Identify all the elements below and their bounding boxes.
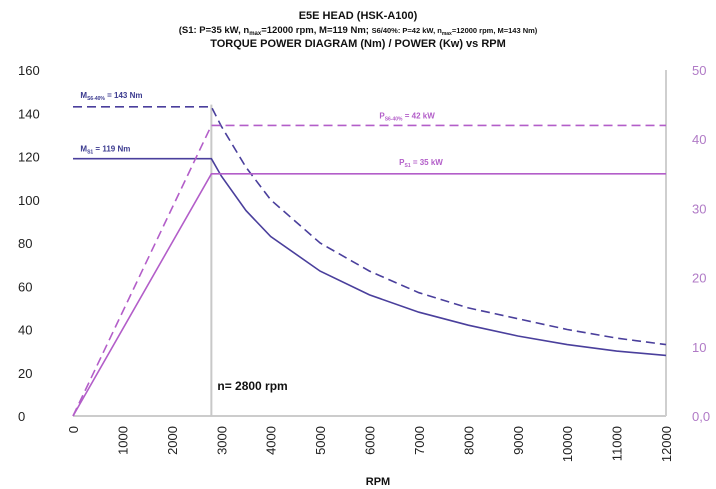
annotation-p-s1-sub: S1 [404, 163, 410, 169]
annotation-m-s6-rest: = 143 Nm [105, 91, 143, 100]
y-tick-label: 120 [18, 150, 40, 165]
chart-subtitle: (S1: P=35 kW, nmax=12000 rpm, M=119 Nm; … [179, 25, 538, 37]
x-tick-label: 8000 [461, 426, 476, 455]
y-tick-label: 0 [18, 409, 25, 424]
annotation-m-s6-sub: S6-40% [87, 96, 105, 102]
annotation-m-s6-main: M [80, 91, 87, 100]
y-tick-label: 100 [18, 193, 40, 208]
y-tick-label: 140 [18, 106, 40, 121]
annotation-p-s1-main: P [399, 158, 405, 167]
y2-tick-label: 0,0 [692, 409, 710, 424]
base-speed-label: n= 2800 rpm [217, 379, 287, 393]
subtitle-s6-a: S6/40%: P=42 kW, n [372, 26, 443, 35]
annotation-m-s1: MS1 = 119 Nm [80, 145, 130, 156]
x-tick-label: 10000 [560, 426, 575, 462]
x-tick-label: 12000 [659, 426, 674, 462]
annotation-p-s6-sub: S6-40% [385, 116, 403, 122]
subtitle-s6-b: =12000 rpm, M=143 Nm) [452, 26, 538, 35]
y-tick-labels: 0 20 40 60 80 100 120 140 160 [18, 63, 40, 424]
y-tick-label: 40 [18, 323, 32, 338]
x-tick-label: 4000 [264, 426, 279, 455]
annotation-p-s6: PS6-40% = 42 kW [379, 111, 435, 122]
annotation-m-s1-sub: S1 [87, 150, 93, 156]
y-tick-label: 20 [18, 366, 32, 381]
y-tick-label: 160 [18, 63, 40, 78]
x-axis-label: RPM [366, 476, 390, 488]
subtitle-s6-sub: max [442, 31, 452, 37]
annotation-p-s6-rest: = 42 kW [403, 111, 436, 120]
annotation-m-s1-rest: = 119 Nm [93, 145, 130, 154]
y2-tick-label: 40 [692, 132, 706, 147]
subtitle-max-sub: max [249, 31, 262, 37]
series-power-s1 [72, 173, 666, 417]
x-tick-label: 0 [66, 426, 81, 433]
series-torque-s1 [73, 157, 667, 357]
x-tick-label: 7000 [412, 426, 427, 455]
y2-tick-label: 20 [692, 271, 706, 286]
x-tick-labels: 0 1000 2000 3000 4000 5000 6000 7000 8000 9000 100… [66, 426, 674, 462]
y-tick-label: 80 [18, 236, 32, 251]
x-tick-label: 5000 [313, 426, 328, 455]
subtitle-mid: =12000 rpm, M=119 Nm; [261, 25, 371, 36]
chart-title-line3: TORQUE POWER DIAGRAM (Nm) / POWER (Kw) v… [210, 38, 506, 50]
subtitle-prefix: (S1: P=35 kW, n [179, 25, 250, 36]
annotation-p-s6-main: P [379, 111, 385, 120]
x-tick-label: 6000 [363, 426, 378, 455]
y2-tick-label: 30 [692, 201, 706, 216]
annotation-p-s1: PS1 = 35 kW [399, 158, 443, 169]
y2-tick-labels: 0,0 10 20 30 40 50 [692, 63, 710, 424]
series-power-s6 [72, 124, 666, 417]
y2-tick-label: 10 [692, 340, 706, 355]
annotation-m-s1-main: M [80, 145, 87, 154]
x-tick-label: 2000 [165, 426, 180, 455]
annotation-m-s6: MS6-40% = 143 Nm [80, 91, 142, 102]
x-tick-label: 3000 [214, 426, 229, 455]
y2-tick-label: 50 [692, 63, 706, 78]
series-torque-s6 [73, 106, 667, 346]
x-tick-label: 11000 [610, 426, 625, 461]
annotation-p-s1-rest: = 35 kW [411, 158, 444, 167]
series-layer [72, 106, 667, 417]
y-tick-label: 60 [18, 279, 32, 294]
x-tick-label: 1000 [115, 426, 130, 455]
x-tick-label: 9000 [511, 426, 526, 455]
chart-title: E5E HEAD (HSK-A100) [299, 10, 418, 22]
